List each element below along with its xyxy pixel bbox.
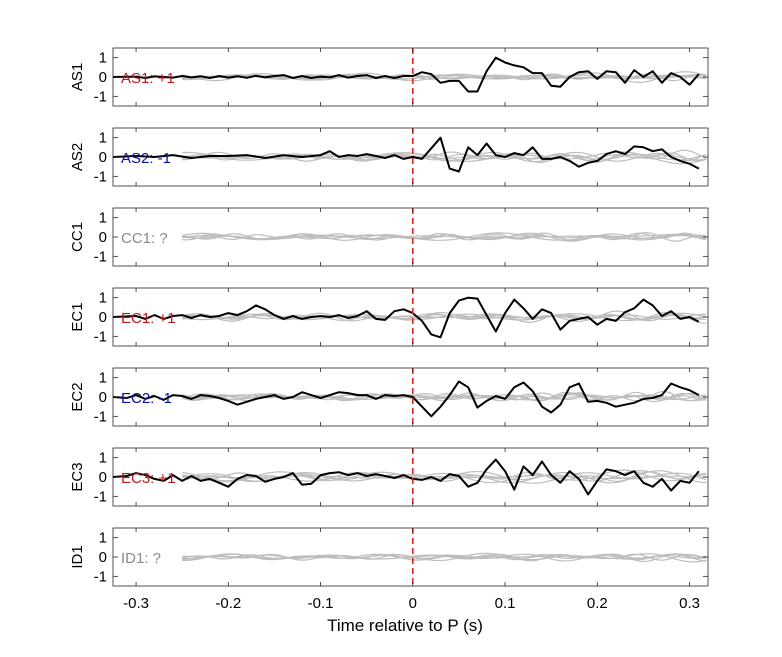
y-tick-label: -1 <box>94 248 107 265</box>
panel-plot-area <box>182 552 707 563</box>
x-axis-label: Time relative to P (s) <box>327 616 483 635</box>
y-tick-label: 1 <box>99 290 107 307</box>
polarity-annotation: ID1: ? <box>121 550 161 567</box>
polarity-annotation: AS1: +1 <box>121 70 175 87</box>
y-tick-label: 1 <box>99 370 107 387</box>
y-tick-label: -1 <box>94 168 107 185</box>
y-axis-label: AS1 <box>69 63 86 91</box>
y-tick-label: 0 <box>99 469 107 486</box>
panel-ec2: -1 0 1 EC2 EC2: -1 <box>69 367 709 427</box>
panel-plot-area <box>113 136 707 173</box>
reference-trace <box>182 390 707 402</box>
x-axis: -0.3 -0.2 -0.1 0 0.1 0.2 0.3 <box>123 595 700 612</box>
reference-trace <box>182 232 707 241</box>
polarity-annotation: EC2: -1 <box>121 390 172 407</box>
panel-plot-area <box>113 380 707 418</box>
panel-as2: -1 0 1 AS2 AS2: -1 <box>69 127 709 187</box>
y-axis-label: CC1 <box>69 222 86 252</box>
y-tick-label: -1 <box>94 408 107 425</box>
waveform-trace <box>113 56 700 93</box>
x-tick-label: -0.2 <box>215 595 241 612</box>
waveform-trace <box>113 380 700 418</box>
panel-ec3: -1 0 1 EC3 EC3: +1 <box>69 447 709 507</box>
y-tick-label: -1 <box>94 568 107 585</box>
y-axis-label: AS2 <box>69 143 86 171</box>
y-axis-label: EC3 <box>69 462 86 491</box>
x-tick-label: 0.1 <box>495 595 516 612</box>
panel-as1: -1 0 1 AS1 AS1: +1 <box>69 47 709 107</box>
y-axis-label: EC2 <box>69 382 86 411</box>
y-tick-label: 1 <box>99 50 107 67</box>
y-tick-label: -1 <box>94 488 107 505</box>
x-tick-label: -0.1 <box>308 595 334 612</box>
panel-cc1: -1 0 1 CC1 CC1: ? <box>69 207 709 267</box>
y-tick-label: 1 <box>99 450 107 467</box>
waveform-trace <box>113 136 700 173</box>
y-tick-label: 0 <box>99 69 107 86</box>
y-axis-label: EC1 <box>69 302 86 331</box>
polarity-annotation: CC1: ? <box>121 230 168 247</box>
panel-plot-area <box>113 458 707 496</box>
y-tick-label: 0 <box>99 149 107 166</box>
y-tick-label: 1 <box>99 210 107 227</box>
reference-trace <box>182 553 707 561</box>
x-tick-label: 0 <box>409 595 417 612</box>
polarity-annotation: EC3: +1 <box>121 470 176 487</box>
waveform-trace <box>113 458 700 496</box>
polarity-annotation: AS2: -1 <box>121 150 171 167</box>
y-tick-label: 0 <box>99 389 107 406</box>
reference-trace <box>182 469 707 484</box>
x-tick-label: 0.2 <box>587 595 608 612</box>
y-tick-label: 1 <box>99 530 107 547</box>
polarity-annotation: EC1: +1 <box>121 310 176 327</box>
panels: -1 0 1 AS1 AS1: +1 -1 0 1 AS2 AS2: -1 -1 0 1 CC1 CC1: … <box>69 47 709 587</box>
reference-trace <box>182 232 707 242</box>
y-tick-label: -1 <box>94 88 107 105</box>
panel-ec1: -1 0 1 EC1 EC1: +1 <box>69 287 709 347</box>
reference-trace <box>182 471 707 483</box>
x-tick-label: 0.3 <box>679 595 700 612</box>
reference-trace <box>182 310 707 324</box>
y-tick-label: 0 <box>99 309 107 326</box>
panel-id1: -1 0 1 ID1 ID1: ? <box>69 527 709 587</box>
y-tick-label: 1 <box>99 130 107 147</box>
y-tick-label: 0 <box>99 549 107 566</box>
reference-trace <box>182 232 707 242</box>
panel-plot-area <box>113 56 707 93</box>
x-tick-label: -0.3 <box>123 595 149 612</box>
y-tick-label: -1 <box>94 328 107 345</box>
panel-plot-area <box>182 232 707 242</box>
y-tick-label: 0 <box>99 229 107 246</box>
panel-plot-area <box>113 296 707 339</box>
y-axis-label: ID1 <box>69 545 86 568</box>
reference-trace <box>182 475 707 480</box>
reference-trace <box>182 313 707 321</box>
